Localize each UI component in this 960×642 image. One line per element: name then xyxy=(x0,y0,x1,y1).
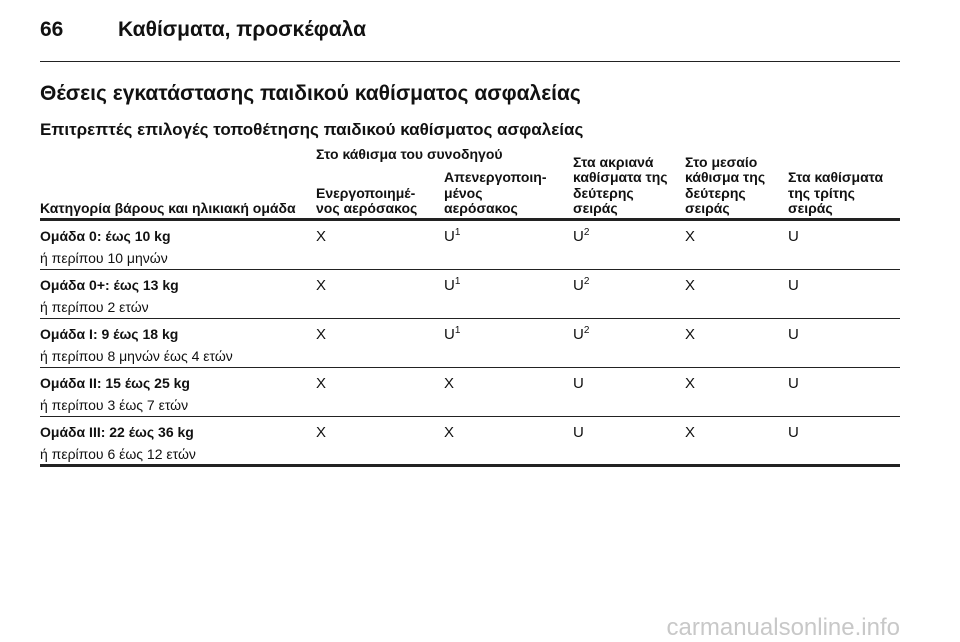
column-header: σειράς xyxy=(685,200,730,216)
row-rule xyxy=(40,416,900,417)
column-header: Απενεργοποιη- xyxy=(444,169,547,185)
cell: X xyxy=(685,424,696,441)
column-header: Στα καθίσματα xyxy=(788,169,884,185)
cell-footnote: 2 xyxy=(583,227,590,238)
cell-footnote: 1 xyxy=(454,325,461,336)
section-subtitle: Επιτρεπτές επιλογές τοποθέτησης παιδικού… xyxy=(40,120,584,139)
group-header: Στο κάθισμα του συνοδηγού xyxy=(316,146,503,162)
cell: U1 xyxy=(444,325,461,344)
column-header: της τρίτης xyxy=(788,184,855,201)
column-header: καθίσματα της xyxy=(573,169,668,185)
cell: X xyxy=(685,277,696,294)
column-header: νος αερόσακος xyxy=(316,200,418,216)
row-rule xyxy=(40,318,900,319)
row-rule xyxy=(40,367,900,368)
cell: U2 xyxy=(573,227,590,246)
page-number: 66 xyxy=(40,18,64,41)
table-header-rule xyxy=(40,218,900,221)
cell-footnote: 1 xyxy=(454,227,461,238)
column-header: Στα ακριανά xyxy=(573,153,654,170)
header-rule xyxy=(40,61,900,62)
row-age: ή περίπου 8 μηνών έως 4 ετών xyxy=(40,348,233,364)
cell-footnote: 2 xyxy=(583,276,590,287)
column-header: Στο μεσαίο xyxy=(685,153,758,170)
cell: X xyxy=(444,424,455,441)
row-age: ή περίπου 6 έως 12 ετών xyxy=(40,446,196,462)
row-group: Ομάδα 0+: έως 13 kg xyxy=(40,277,179,293)
row-age: ή περίπου 2 ετών xyxy=(40,299,149,315)
cell: U xyxy=(788,326,799,343)
column-header: κάθισμα της xyxy=(685,169,766,185)
cell: X xyxy=(316,326,327,343)
column-header: Ενεργοποιημέ- xyxy=(316,184,416,201)
column-header: δεύτερης xyxy=(685,184,746,201)
cell: U xyxy=(788,375,799,392)
cell: X xyxy=(316,277,327,294)
cell: U xyxy=(788,424,799,441)
page-title: Καθίσματα, προσκέφαλα xyxy=(118,18,366,41)
cell: X xyxy=(316,228,327,245)
row-rule xyxy=(40,269,900,270)
cell: U xyxy=(788,277,799,294)
cell: X xyxy=(685,326,696,343)
cell-text: U xyxy=(573,326,584,343)
cell-footnote: 2 xyxy=(583,325,590,336)
watermark: carmanualsonline.info xyxy=(666,614,900,641)
cell: X xyxy=(444,375,455,392)
row-group: Ομάδα III: 22 έως 36 kg xyxy=(40,424,194,440)
cell: X xyxy=(685,375,696,392)
cell: X xyxy=(316,424,327,441)
cell: X xyxy=(316,375,327,392)
cell: X xyxy=(685,228,696,245)
cell-text: U xyxy=(573,228,584,245)
row-group: Ομάδα 0: έως 10 kg xyxy=(40,228,171,244)
cell: U1 xyxy=(444,276,461,295)
column-header: σειράς xyxy=(573,200,618,216)
column-header: μένος xyxy=(444,184,483,201)
cell-text: U xyxy=(573,277,584,294)
row-group: Ομάδα II: 15 έως 25 kg xyxy=(40,375,190,391)
column-header: αερόσακος xyxy=(444,200,518,216)
cell-text: U xyxy=(444,228,455,245)
row-group: Ομάδα I: 9 έως 18 kg xyxy=(40,326,179,342)
table-bottom-rule xyxy=(40,464,900,467)
cell-footnote: 1 xyxy=(454,276,461,287)
row-age: ή περίπου 3 έως 7 ετών xyxy=(40,397,189,413)
cell-text: U xyxy=(444,326,455,343)
cell-text: U xyxy=(444,277,455,294)
column-header: Κατηγορία βάρους και ηλικιακή ομάδα xyxy=(40,200,296,216)
cell: U2 xyxy=(573,276,590,295)
cell: U2 xyxy=(573,325,590,344)
section-title: Θέσεις εγκατάστασης παιδικού καθίσματος … xyxy=(40,82,581,105)
column-header: σειράς xyxy=(788,200,833,216)
cell: U1 xyxy=(444,227,461,246)
cell: U xyxy=(573,424,584,441)
cell: U xyxy=(573,375,584,392)
cell: U xyxy=(788,228,799,245)
column-header: δεύτερης xyxy=(573,184,634,201)
row-age: ή περίπου 10 μηνών xyxy=(40,250,168,266)
